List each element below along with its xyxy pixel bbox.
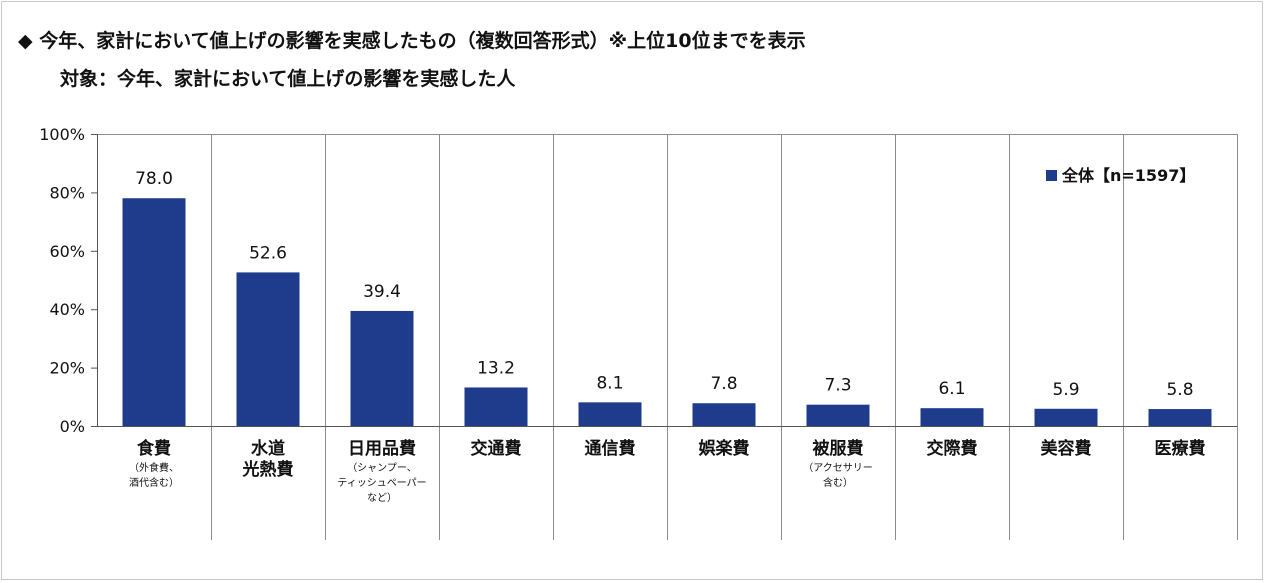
category-note: （シャンプー、	[347, 462, 417, 474]
y-tick-label: 0%	[60, 417, 85, 436]
legend-swatch	[1046, 170, 1057, 181]
value-label: 7.8	[710, 374, 737, 394]
bar	[578, 402, 642, 426]
value-label: 52.6	[249, 243, 287, 263]
value-label: 78.0	[135, 169, 173, 189]
bar	[350, 310, 414, 426]
value-label: 5.9	[1052, 380, 1079, 400]
bar	[464, 387, 528, 426]
bar	[692, 403, 756, 426]
value-label: 7.3	[824, 376, 851, 396]
category-label: 医療費	[1155, 438, 1206, 459]
category-label: 被服費	[813, 438, 864, 459]
category-label: 水道	[251, 438, 285, 459]
category-note: 酒代含む）	[129, 476, 179, 489]
category-note: ティッシュペーパー	[337, 477, 426, 489]
bar	[236, 272, 300, 426]
value-label: 6.1	[938, 379, 965, 399]
category-label: 通信費	[585, 438, 636, 459]
category-label: 食費	[137, 438, 171, 459]
y-tick-label: 20%	[49, 359, 85, 378]
category-note: （アクセサリー	[803, 462, 873, 474]
category-label: 交際費	[927, 438, 978, 459]
category-label: 光熱費	[242, 459, 294, 480]
category-label: 日用品費	[348, 438, 416, 459]
y-tick-label: 40%	[49, 300, 85, 319]
category-label: 美容費	[1041, 438, 1092, 459]
y-tick-label: 60%	[49, 242, 85, 261]
category-label: 交通費	[471, 438, 522, 459]
category-note: （外食費、	[129, 461, 179, 474]
category-note: など）	[367, 492, 397, 504]
value-label: 39.4	[363, 282, 401, 302]
value-label: 8.1	[596, 373, 623, 393]
y-tick-label: 100%	[39, 125, 85, 144]
bar	[920, 408, 984, 426]
bar	[1034, 408, 1098, 426]
category-note: 含む）	[823, 476, 853, 489]
y-tick-label: 80%	[49, 183, 85, 202]
value-label: 5.8	[1166, 380, 1193, 400]
chart-subtitle: 対象：今年、家計において値上げの影響を実感した人	[60, 68, 516, 90]
bar	[806, 404, 870, 426]
chart-title: ◆ 今年、家計において値上げの影響を実感したもの（複数回答形式）※上位10位まで…	[18, 30, 806, 52]
legend-label: 全体【n=1597】	[1061, 166, 1195, 185]
bar	[1148, 409, 1212, 426]
value-label: 13.2	[477, 358, 515, 378]
category-label: 娯楽費	[699, 438, 750, 459]
bar	[122, 198, 186, 426]
